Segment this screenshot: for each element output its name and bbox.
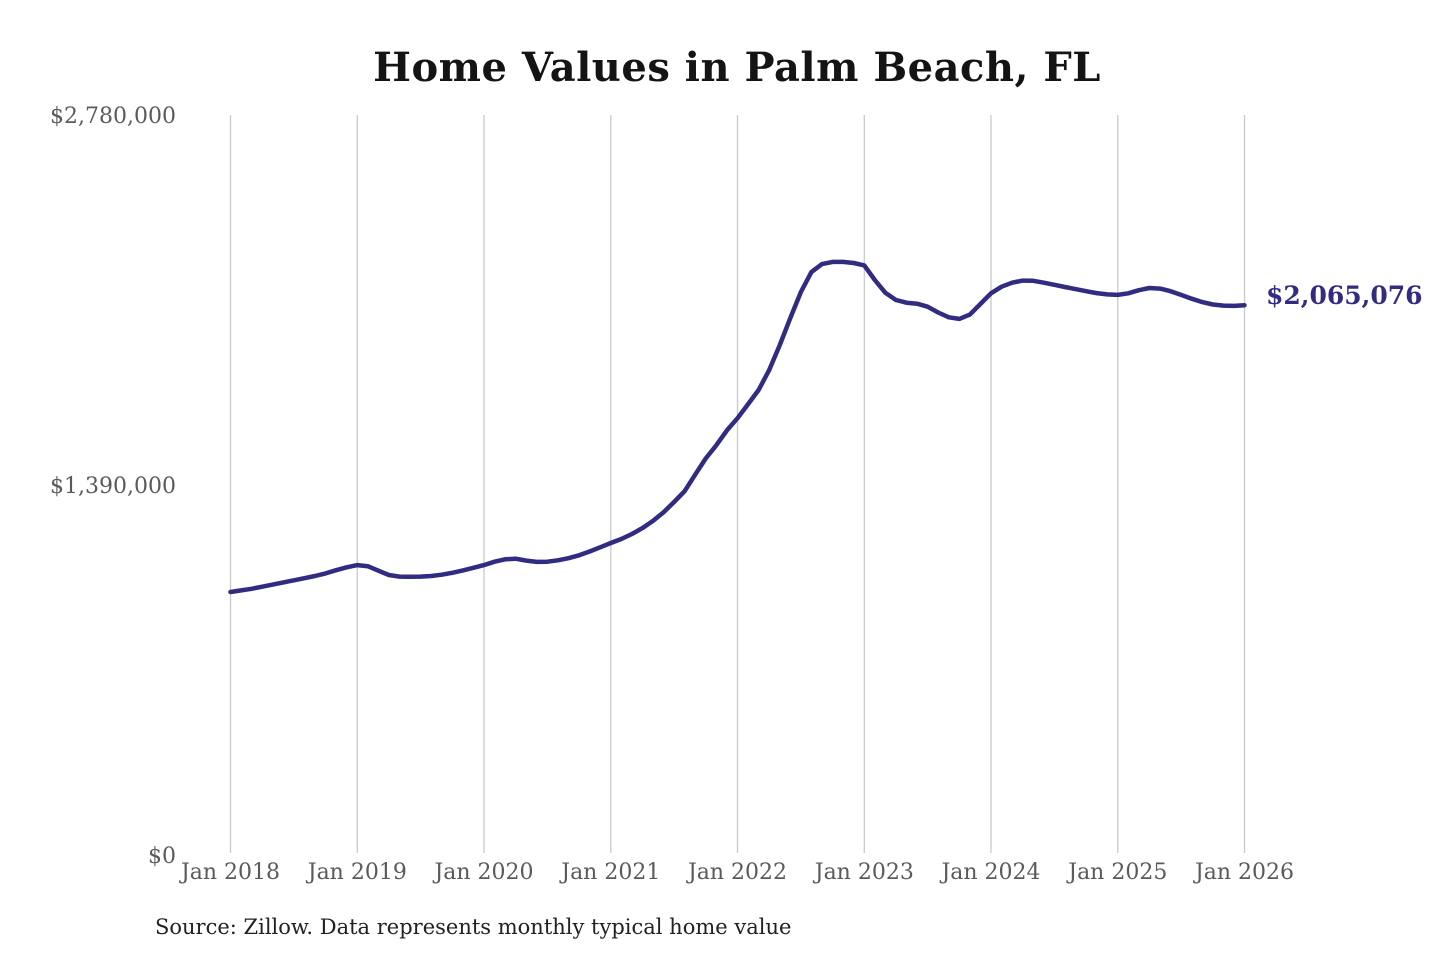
x-tick-label: Jan 2025	[1066, 860, 1167, 885]
x-tick-label: Jan 2019	[306, 860, 407, 885]
x-tick-label: Jan 2024	[939, 860, 1040, 885]
y-tick-label: $1,390,000	[50, 474, 176, 499]
home-value-line-series	[228, 259, 1247, 595]
x-tick-label: Jan 2023	[813, 860, 914, 885]
chart-title: Home Values in Palm Beach, FL	[373, 44, 1101, 91]
x-tick-label: Jan 2022	[686, 860, 787, 885]
y-tick-label: $2,780,000	[50, 104, 176, 129]
y-tick-label: $0	[148, 844, 176, 869]
source-note: Source: Zillow. Data represents monthly …	[155, 915, 792, 939]
x-tick-label: Jan 2026	[1193, 860, 1294, 885]
x-tick-label: Jan 2021	[559, 860, 660, 885]
current-value-label: $2,065,076	[1266, 281, 1423, 310]
x-tick-label: Jan 2018	[179, 860, 280, 885]
x-tick-label: Jan 2020	[432, 860, 533, 885]
